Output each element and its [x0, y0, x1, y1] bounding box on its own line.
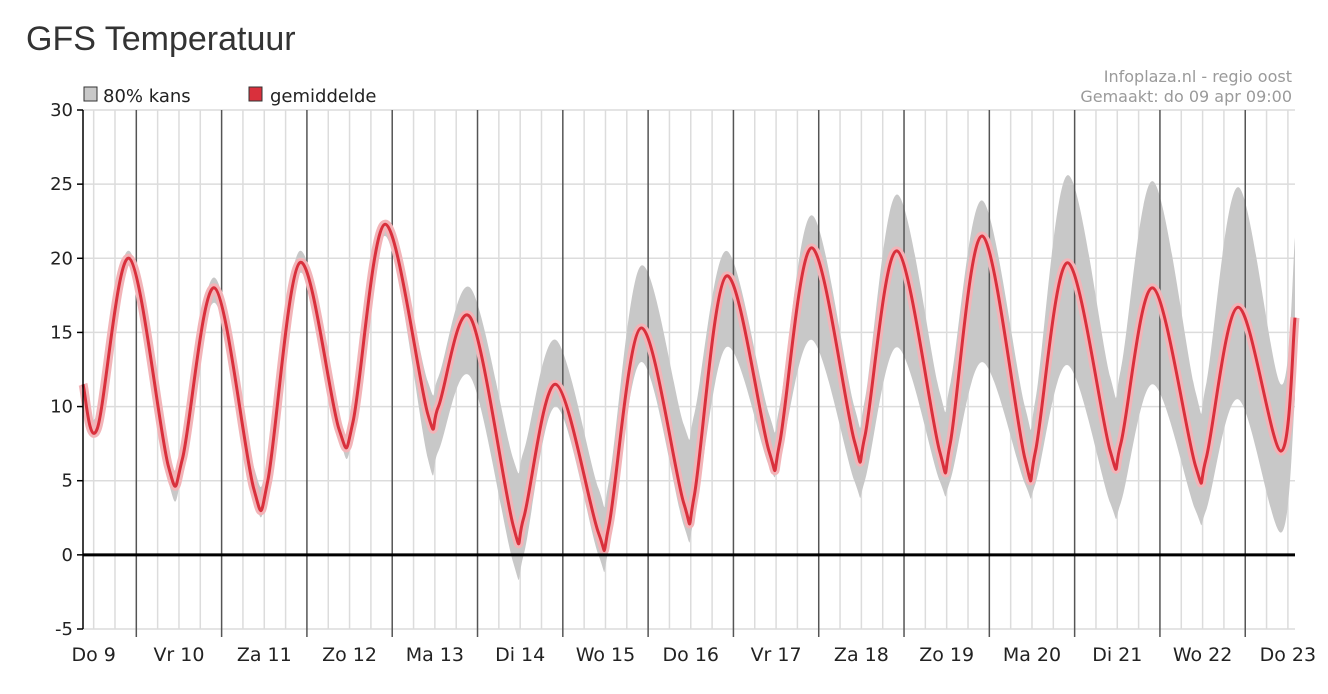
x-day-label: Do 23	[1260, 644, 1316, 666]
x-day-label: Zo 19	[919, 644, 974, 666]
x-day-label: Do 16	[663, 644, 719, 666]
mean-line	[81, 222, 1297, 552]
legend-swatch-80-percent	[83, 86, 98, 102]
y-tick-label: 25	[50, 174, 73, 195]
x-day-label: Di 14	[495, 644, 545, 666]
x-day-label: Do 9	[71, 644, 115, 666]
x-day-label: Wo 15	[576, 644, 636, 666]
x-axis-day-labels: Do 9 Vr 10 Za 11 Zo 12 Ma 13 Di 14 Wo 15 Do 16 V…	[71, 644, 1316, 666]
x-day-label: Zo 12	[322, 644, 377, 666]
grid-day-lines	[135, 110, 1246, 637]
x-day-label: Di 21	[1092, 644, 1142, 666]
y-tick-label: 30	[50, 100, 73, 121]
y-tick-label: 10	[50, 397, 73, 418]
y-tick-label: 15	[50, 322, 73, 343]
x-day-label: Za 11	[237, 644, 292, 666]
y-axis-ticks: -5 0 5 10 15 20 25 30	[50, 100, 83, 640]
legend-label-80-percent: 80% kans	[103, 86, 191, 107]
page-title: GFS Temperatuur	[26, 20, 296, 58]
x-day-label: Vr 17	[751, 644, 802, 666]
y-tick-label: -5	[55, 619, 73, 640]
x-day-label: Vr 10	[153, 644, 204, 666]
x-day-label: Wo 22	[1173, 644, 1233, 666]
legend: 80% kans gemiddelde	[83, 86, 376, 107]
x-day-label: Ma 20	[1003, 644, 1061, 666]
legend-swatch-mean	[248, 86, 263, 102]
y-tick-label: 0	[62, 545, 73, 566]
x-day-label: Ma 13	[406, 644, 464, 666]
x-day-label: Za 18	[834, 644, 889, 666]
y-tick-label: 20	[50, 248, 73, 269]
y-tick-label: 5	[62, 471, 73, 492]
credit-made: Gemaakt: do 09 apr 09:00	[1080, 87, 1292, 106]
credit-source: Infoplaza.nl - regio oost	[1104, 67, 1292, 86]
legend-label-mean: gemiddelde	[270, 86, 376, 107]
